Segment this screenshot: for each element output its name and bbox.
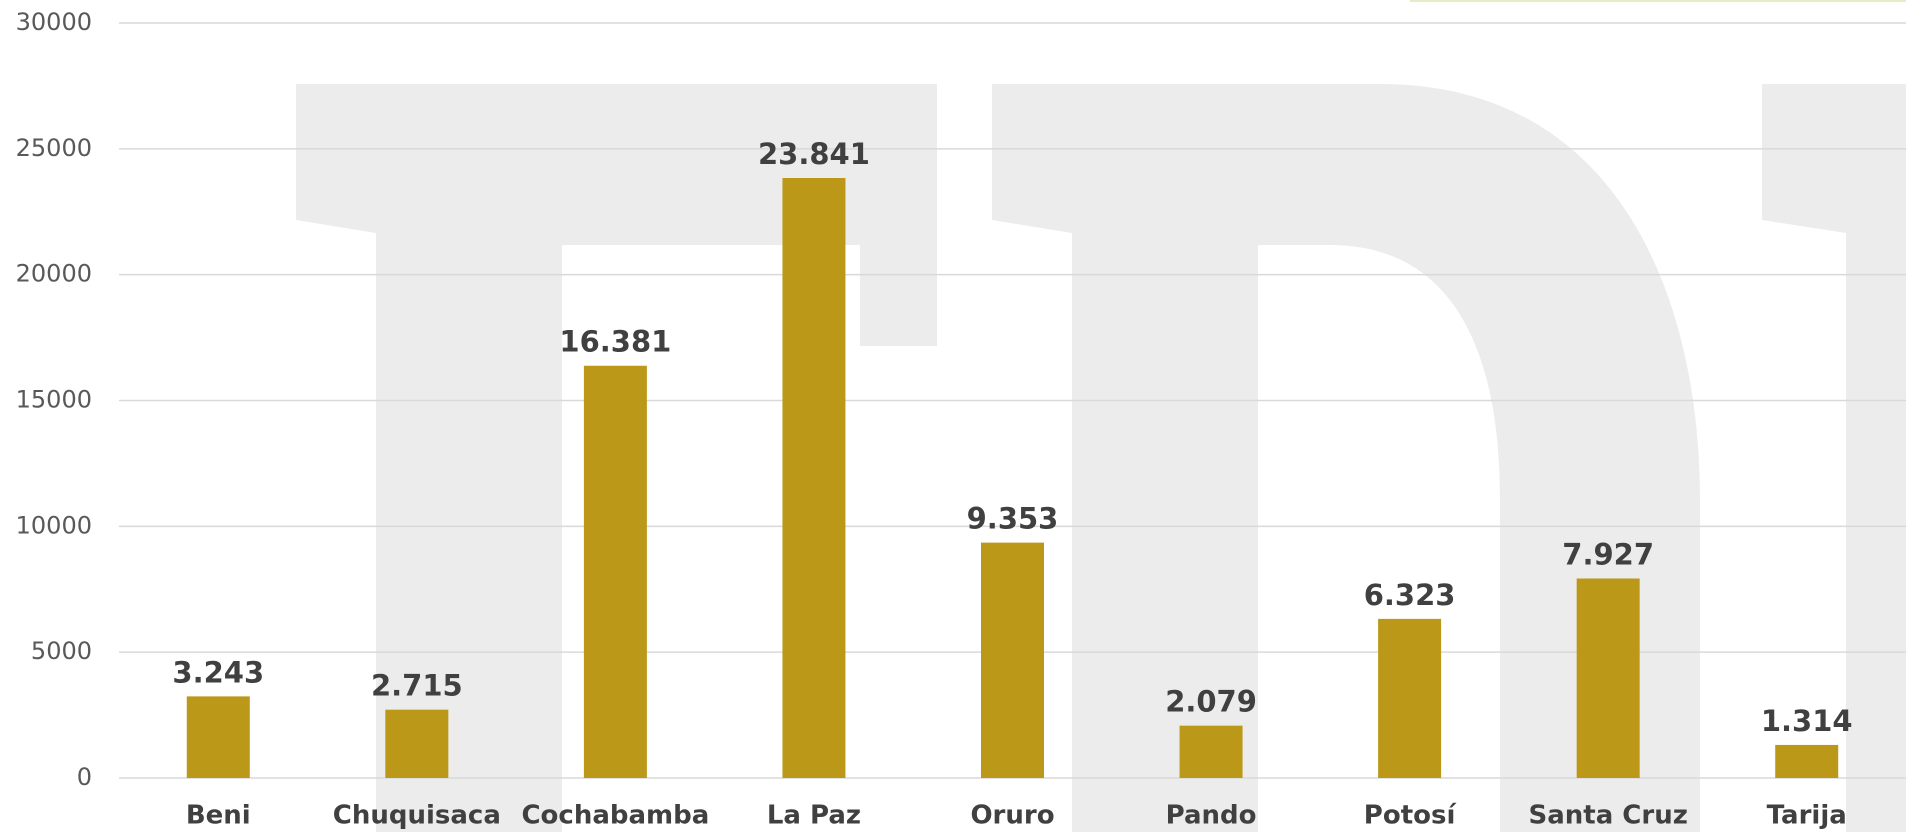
bar: [782, 178, 845, 778]
value-label: 9.353: [967, 502, 1059, 536]
x-tick-label: Cochabamba: [521, 801, 709, 831]
y-tick-label: 30000: [16, 8, 92, 36]
y-tick-label: 0: [77, 763, 92, 791]
y-tick-label: 20000: [16, 260, 92, 288]
bar: [584, 366, 647, 778]
y-tick-label: 25000: [16, 134, 92, 162]
watermark: [296, 84, 1906, 832]
bar: [1180, 726, 1243, 778]
x-tick-label: Potosí: [1364, 801, 1458, 831]
bar: [981, 543, 1044, 778]
x-tick-label: Tarija: [1767, 801, 1847, 831]
x-tick-label: Pando: [1166, 801, 1257, 831]
value-label: 2.079: [1165, 685, 1257, 719]
x-tick-label: La Paz: [767, 801, 861, 831]
x-tick-label: Santa Cruz: [1528, 801, 1687, 831]
x-tick-label: Beni: [186, 801, 251, 831]
x-tick-label: Oruro: [970, 801, 1054, 831]
x-tick-label: Chuquisaca: [333, 801, 501, 831]
bar: [1577, 579, 1640, 778]
chart: 0 5000 10000 15000 20000 25000 30000 Beni 3.243 C…: [0, 0, 1906, 832]
y-tick-label: 5000: [31, 637, 92, 665]
value-label: 23.841: [758, 137, 870, 171]
y-tick-label: 15000: [16, 386, 92, 414]
value-label: 1.314: [1761, 704, 1853, 738]
bar: [1775, 745, 1838, 778]
value-label: 3.243: [172, 655, 264, 689]
bar: [1378, 619, 1441, 778]
bar: [385, 710, 448, 778]
bar: [187, 696, 250, 778]
value-label: 2.715: [371, 669, 463, 703]
y-tick-label: 10000: [16, 511, 92, 539]
top-accent: [1410, 0, 1906, 2]
value-label: 7.927: [1562, 538, 1654, 572]
value-label: 6.323: [1364, 578, 1456, 612]
value-label: 16.381: [559, 325, 671, 359]
